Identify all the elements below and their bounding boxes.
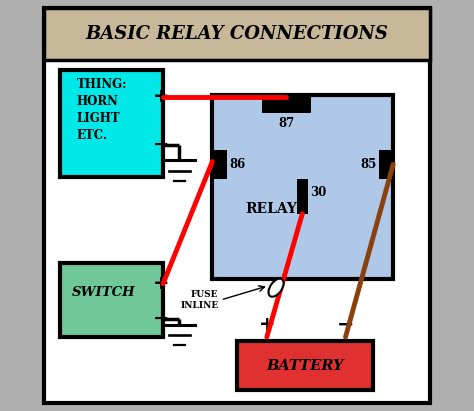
Ellipse shape <box>268 279 283 297</box>
Text: −: − <box>153 135 169 154</box>
Text: −: − <box>337 315 354 335</box>
Bar <box>379 150 393 179</box>
Text: −: − <box>153 309 169 328</box>
Text: BASIC RELAY CONNECTIONS: BASIC RELAY CONNECTIONS <box>86 25 388 43</box>
Bar <box>44 8 430 60</box>
Bar <box>212 150 227 179</box>
Text: SWITCH: SWITCH <box>72 286 135 299</box>
Text: BATTERY: BATTERY <box>266 359 344 373</box>
Bar <box>297 179 308 214</box>
Text: THING:
HORN
LIGHT
ETC.: THING: HORN LIGHT ETC. <box>77 79 127 143</box>
Text: +: + <box>153 274 169 293</box>
Text: FUSE
INLINE: FUSE INLINE <box>180 290 219 310</box>
Text: 30: 30 <box>310 186 327 199</box>
Text: 85: 85 <box>360 158 377 171</box>
Text: 87: 87 <box>278 117 294 130</box>
Bar <box>237 341 373 390</box>
Text: +: + <box>259 315 275 334</box>
Bar <box>60 70 163 177</box>
Bar <box>212 95 393 279</box>
Bar <box>262 97 311 113</box>
Text: +: + <box>153 87 169 106</box>
Bar <box>60 263 163 337</box>
Text: RELAY: RELAY <box>245 202 297 216</box>
Text: 86: 86 <box>229 158 245 171</box>
